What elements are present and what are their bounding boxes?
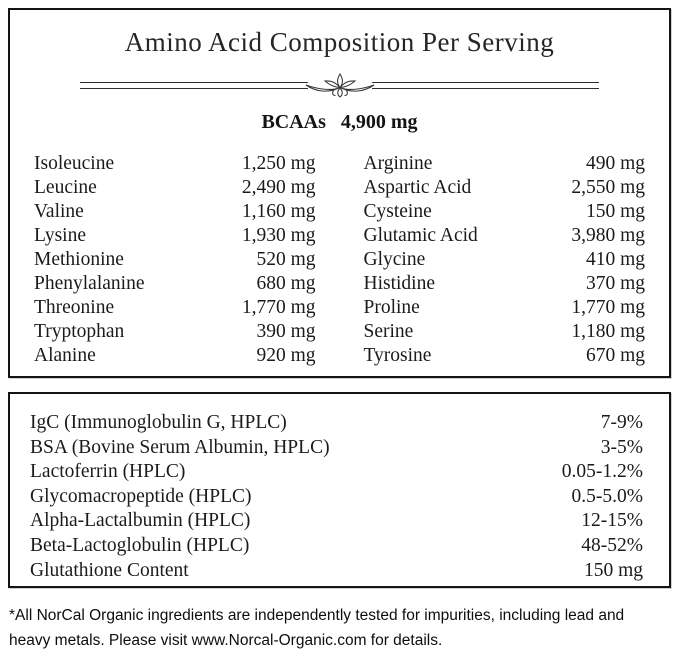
fraction-value: 0.5-5.0% bbox=[571, 485, 644, 507]
bcaa-total: BCAAs 4,900 mg bbox=[34, 110, 645, 134]
amino-acid-table: Isoleucine 1,250 mg Leucine 2,490 mg Valin… bbox=[34, 152, 645, 368]
divider-line-right bbox=[371, 81, 599, 89]
bcaa-label: BCAAs bbox=[261, 111, 326, 133]
amino-name: Tyrosine bbox=[363, 345, 432, 366]
amino-row: Aspartic Acid 2,550 mg bbox=[364, 176, 646, 200]
protein-fractions-panel: IgC (Immunoglobulin G, HPLC) 7-9% BSA (Bo… bbox=[8, 392, 671, 588]
amino-row: Methionine 520 mg bbox=[34, 248, 316, 272]
footnote: *All NorCal Organic ingredients are inde… bbox=[9, 607, 625, 649]
fraction-row: Glutathione Content 150 mg bbox=[30, 559, 643, 584]
amino-amount: 1,180 mg bbox=[571, 321, 645, 342]
amino-amount: 1,160 mg bbox=[241, 201, 316, 222]
amino-amount: 370 mg bbox=[585, 273, 645, 294]
fraction-row: Lactoferrin (HPLC) 0.05-1.2% bbox=[30, 460, 643, 485]
amino-row: Cysteine 150 mg bbox=[364, 200, 646, 224]
amino-name: Glycine bbox=[363, 249, 426, 270]
amino-name: Threonine bbox=[34, 297, 115, 318]
amino-amount: 670 mg bbox=[585, 345, 645, 366]
amino-row: Threonine 1,770 mg bbox=[34, 296, 316, 320]
fraction-row: Glycomacropeptide (HPLC) 0.5-5.0% bbox=[30, 485, 643, 510]
amino-column-left: Isoleucine 1,250 mg Leucine 2,490 mg Valin… bbox=[34, 152, 316, 368]
amino-amount: 3,980 mg bbox=[571, 225, 645, 246]
fleuron-ornament-icon bbox=[305, 72, 374, 98]
amino-amount: 1,770 mg bbox=[571, 297, 645, 318]
fraction-name: Glycomacropeptide (HPLC) bbox=[30, 485, 252, 507]
amino-row: Phenylalanine 680 mg bbox=[34, 272, 316, 296]
fraction-row: IgC (Immunoglobulin G, HPLC) 7-9% bbox=[30, 411, 643, 436]
fraction-name: Glutathione Content bbox=[30, 559, 189, 581]
fraction-value: 12-15% bbox=[581, 510, 643, 532]
fraction-row: Alpha-Lactalbumin (HPLC) 12-15% bbox=[30, 509, 643, 534]
amino-name: Lysine bbox=[34, 225, 86, 246]
amino-amount: 150 mg bbox=[585, 201, 645, 222]
fraction-value: 7-9% bbox=[600, 412, 643, 433]
fraction-value: 48-52% bbox=[581, 534, 643, 556]
ornamental-divider bbox=[80, 72, 599, 98]
amino-row: Arginine 490 mg bbox=[364, 152, 646, 176]
amino-amount: 680 mg bbox=[256, 273, 316, 294]
amino-amount: 520 mg bbox=[256, 249, 316, 270]
panel-title: Amino Acid Composition Per Serving bbox=[124, 27, 555, 57]
amino-name: Phenylalanine bbox=[34, 273, 145, 294]
amino-name: Leucine bbox=[34, 177, 97, 198]
fraction-value: 150 mg bbox=[583, 559, 643, 581]
amino-row: Lysine 1,930 mg bbox=[34, 224, 316, 248]
amino-amount: 1,250 mg bbox=[241, 153, 316, 174]
amino-name: Cysteine bbox=[363, 201, 432, 222]
amino-amount: 2,550 mg bbox=[571, 177, 645, 198]
amino-row: Valine 1,160 mg bbox=[34, 200, 316, 224]
amino-row: Glycine 410 mg bbox=[364, 248, 646, 272]
amino-name: Aspartic Acid bbox=[363, 177, 472, 198]
amino-amount: 2,490 mg bbox=[241, 177, 316, 198]
amino-row: Tyrosine 670 mg bbox=[364, 344, 646, 368]
fraction-row: Beta-Lactoglobulin (HPLC) 48-52% bbox=[30, 534, 643, 559]
fraction-value: 3-5% bbox=[600, 436, 643, 458]
amino-name: Isoleucine bbox=[34, 153, 115, 174]
amino-amount: 390 mg bbox=[256, 321, 316, 342]
fraction-name: Alpha-Lactalbumin (HPLC) bbox=[30, 510, 251, 532]
fraction-name: Beta-Lactoglobulin (HPLC) bbox=[30, 534, 250, 556]
amino-amount: 490 mg bbox=[585, 153, 645, 174]
divider-line-left bbox=[80, 81, 308, 89]
amino-name: Arginine bbox=[363, 153, 433, 174]
amino-name: Proline bbox=[363, 297, 420, 318]
fraction-name: BSA (Bovine Serum Albumin, HPLC) bbox=[30, 436, 330, 458]
amino-name: Glutamic Acid bbox=[363, 225, 478, 246]
amino-amount: 1,930 mg bbox=[241, 225, 316, 246]
amino-column-right: Arginine 490 mg Aspartic Acid 2,550 mg Cys… bbox=[364, 152, 646, 368]
amino-row: Alanine 920 mg bbox=[34, 344, 316, 368]
amino-row: Tryptophan 390 mg bbox=[34, 320, 316, 344]
amino-amount: 410 mg bbox=[585, 249, 645, 270]
amino-name: Methionine bbox=[34, 249, 124, 270]
fraction-name: IgC (Immunoglobulin G, HPLC) bbox=[30, 412, 287, 433]
fraction-value: 0.05-1.2% bbox=[561, 461, 643, 483]
amino-row: Histidine 370 mg bbox=[364, 272, 646, 296]
amino-name: Valine bbox=[34, 201, 84, 222]
amino-name: Alanine bbox=[34, 345, 96, 366]
amino-row: Leucine 2,490 mg bbox=[34, 176, 316, 200]
bcaa-value: 4,900 mg bbox=[340, 111, 418, 133]
amino-row: Glutamic Acid 3,980 mg bbox=[364, 224, 646, 248]
fraction-name: Lactoferrin (HPLC) bbox=[30, 461, 186, 483]
amino-name: Serine bbox=[363, 321, 414, 342]
amino-name: Tryptophan bbox=[34, 321, 125, 342]
amino-row: Serine 1,180 mg bbox=[364, 320, 646, 344]
amino-row: Isoleucine 1,250 mg bbox=[34, 152, 316, 176]
amino-row: Proline 1,770 mg bbox=[364, 296, 646, 320]
amino-acid-panel: Amino Acid Composition Per Serving BCAAs… bbox=[8, 8, 671, 378]
amino-name: Histidine bbox=[363, 273, 436, 294]
fraction-row: BSA (Bovine Serum Albumin, HPLC) 3-5% bbox=[30, 436, 643, 461]
amino-amount: 920 mg bbox=[256, 345, 316, 366]
amino-amount: 1,770 mg bbox=[241, 297, 316, 318]
